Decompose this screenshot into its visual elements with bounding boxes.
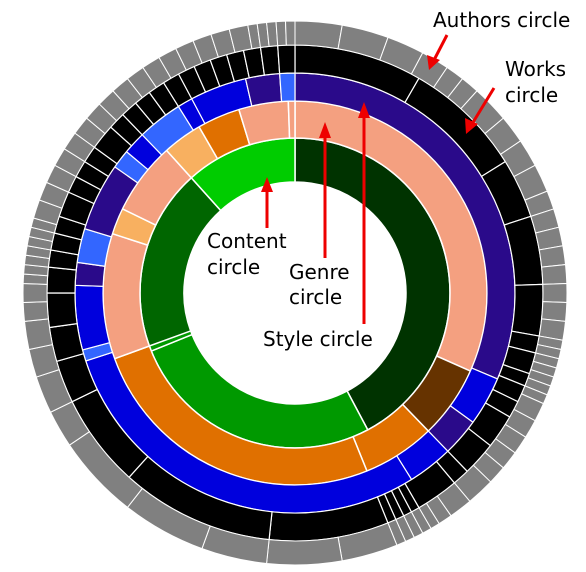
authors-segment — [275, 20, 287, 47]
works-segment — [46, 292, 78, 329]
works-circle-arrow-shaft — [470, 87, 496, 125]
genre-circle-label-line2: circle — [289, 285, 342, 309]
style-circle-label: Style circle — [263, 327, 373, 351]
genre-circle-arrow-head — [319, 122, 331, 138]
authors-circle-label: Authors circle — [433, 8, 570, 32]
content-circle-label-line2: circle — [207, 255, 260, 279]
authors-segment — [541, 301, 568, 322]
works-segment — [46, 266, 77, 294]
works-circle-label-line2: circle — [505, 83, 558, 107]
authors-segment — [23, 318, 54, 351]
authors-segment — [541, 264, 568, 285]
works-segment — [277, 44, 296, 75]
authors-segment — [294, 20, 343, 50]
authors-circle-arrow-shaft — [431, 34, 449, 63]
authors-segment — [22, 282, 48, 304]
authors-segment — [538, 245, 567, 268]
authors-segment — [22, 301, 49, 322]
content-circle-label-line1: Content — [207, 229, 287, 253]
works-circle-label-line1: Works — [505, 57, 566, 81]
content-circle-arrow-head — [261, 177, 273, 192]
style-segment — [244, 72, 283, 107]
style-circle-arrow-head — [358, 102, 370, 118]
genre-circle-label-line1: Genre — [289, 260, 350, 284]
authors-circle — [22, 20, 568, 566]
works-segment — [510, 283, 544, 337]
sunburst-rings — [22, 20, 568, 566]
authors-segment — [284, 20, 296, 46]
works-circle-arrow-head — [465, 118, 478, 134]
works-circle — [46, 44, 544, 542]
style-segment — [279, 72, 296, 103]
genre-segment — [287, 100, 296, 139]
authors-segment — [542, 282, 568, 304]
annotations: Authors circle Works circle Content circ… — [207, 8, 570, 351]
authors-segment — [266, 536, 343, 566]
authors-circle-arrow-head — [427, 55, 440, 70]
works-segment — [259, 44, 281, 76]
